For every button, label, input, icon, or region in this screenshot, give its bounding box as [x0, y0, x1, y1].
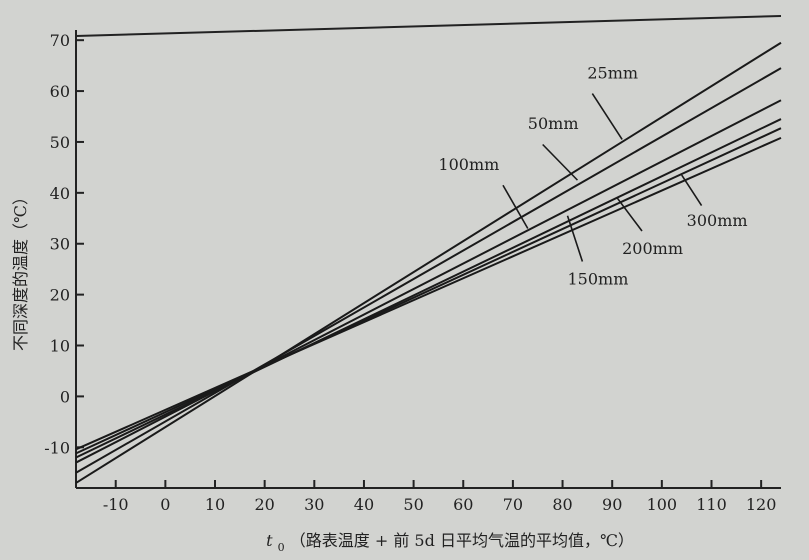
annotation-pointer-50mm — [542, 143, 579, 181]
y-tick-label: 60 — [50, 82, 70, 101]
x-axis-var-subscript: 0 — [278, 541, 285, 554]
series-label-150mm: 150mm — [568, 269, 629, 288]
x-tick-label: -10 — [103, 495, 129, 514]
y-axis-label: 不同深度的温度（℃） — [11, 189, 30, 351]
plot-top-border — [75, 15, 782, 37]
x-tick-label: 50 — [403, 495, 423, 514]
annotation-pointer-100mm — [502, 184, 529, 229]
y-tick-label: 0 — [60, 387, 70, 406]
x-axis-var: t — [266, 531, 273, 550]
x-tick-label: 90 — [602, 495, 622, 514]
annotation-pointer-25mm — [591, 93, 623, 140]
y-tick-label: 40 — [50, 184, 70, 203]
x-axis-text: （路表温度 + 前 5d 日平均气温的平均值，℃） — [290, 531, 634, 550]
y-tick-label: 10 — [50, 337, 70, 356]
series-line-300mm — [75, 136, 782, 451]
x-axis-label: t 0 （路表温度 + 前 5d 日平均气温的平均值，℃） — [266, 531, 634, 555]
x-tick-label: 30 — [304, 495, 324, 514]
series-label-200mm: 200mm — [622, 239, 683, 258]
x-tick-label: 20 — [254, 495, 274, 514]
series-line-50mm — [75, 67, 782, 474]
x-tick-label: 60 — [453, 495, 473, 514]
x-tick-label: 120 — [746, 495, 777, 514]
annotation-pointer-300mm — [681, 174, 703, 207]
y-tick-label: 20 — [50, 286, 70, 305]
plot-area: -10 0 10 20 30 40 50 60 70 -10 0 10 20 30 40 50 60 70 80 90… — [44, 15, 782, 514]
x-tick-label: 70 — [503, 495, 523, 514]
x-tick-label: 80 — [552, 495, 572, 514]
annotation-pointer-150mm — [566, 215, 584, 262]
x-tick-label: 40 — [354, 495, 374, 514]
series-label-50mm: 50mm — [528, 114, 579, 133]
x-tick-label: 100 — [647, 495, 678, 514]
x-tick-label: 110 — [696, 495, 727, 514]
annotation-pointer-200mm — [616, 197, 643, 232]
x-tick-label: 10 — [205, 495, 225, 514]
series-label-100mm: 100mm — [438, 155, 499, 174]
y-tick-label: 30 — [50, 235, 70, 254]
series-line-200mm — [75, 127, 782, 455]
y-tick-label: -10 — [44, 438, 70, 457]
series-line-150mm — [75, 118, 782, 459]
series-label-300mm: 300mm — [687, 211, 748, 230]
x-tick-label: 0 — [160, 495, 170, 514]
y-tick-label: 50 — [50, 133, 70, 152]
series-line-25mm — [75, 41, 782, 484]
y-tick-label: 70 — [50, 31, 70, 50]
series-label-25mm: 25mm — [587, 63, 638, 82]
